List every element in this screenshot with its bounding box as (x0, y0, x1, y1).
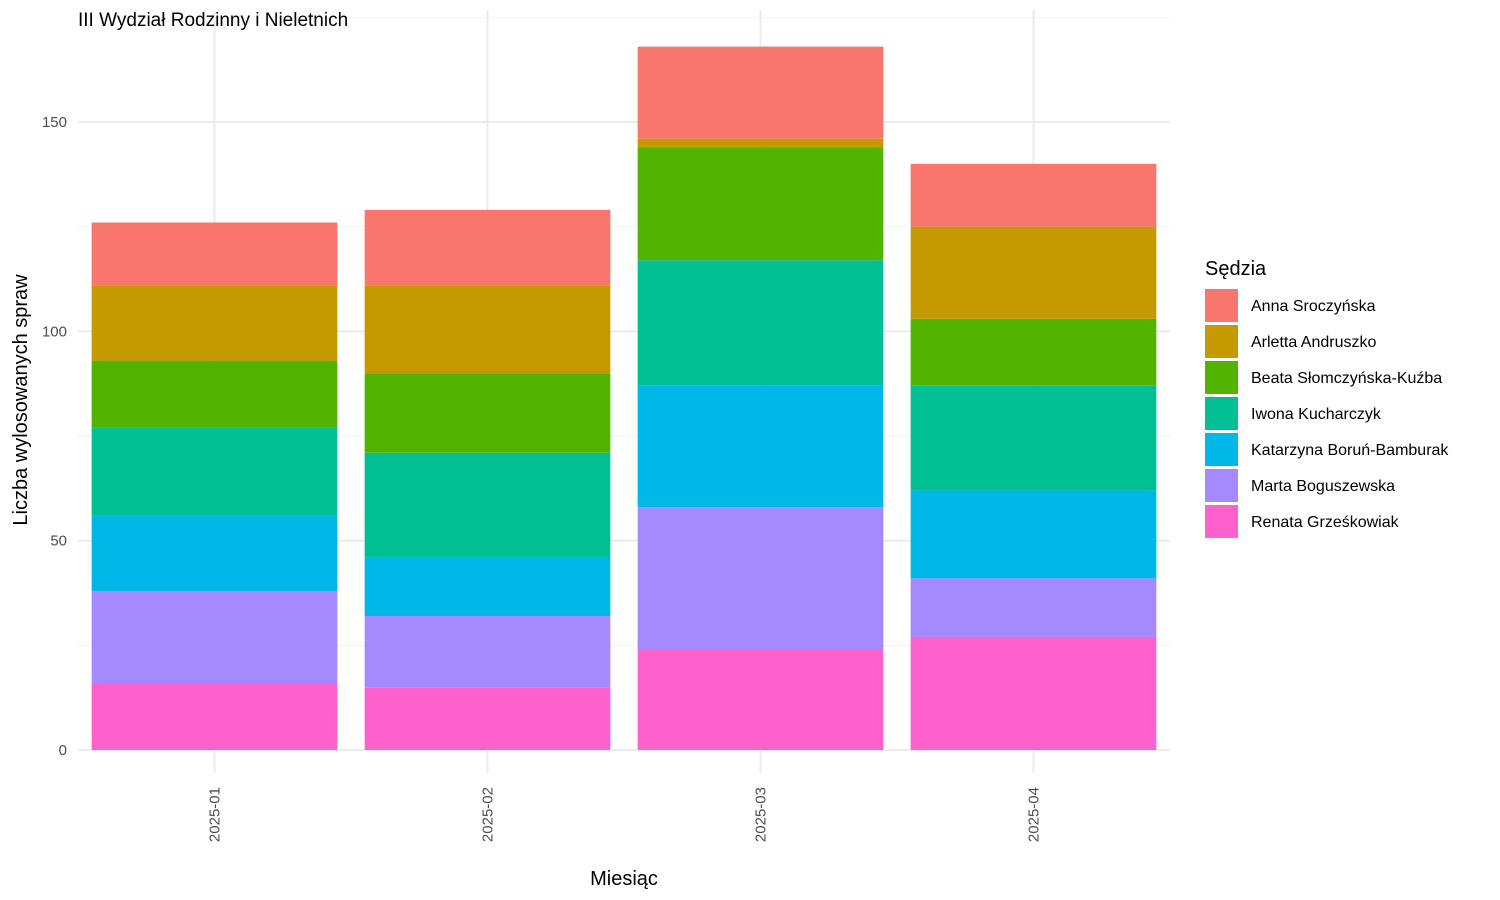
legend-swatch (1205, 325, 1238, 358)
chart-title: III Wydział Rodzinny i Nieletnich (78, 10, 348, 31)
bar-segment (910, 490, 1157, 579)
bar-segment (910, 226, 1157, 319)
bar-segment (91, 360, 338, 428)
legend-swatch (1205, 361, 1238, 394)
y-axis-title: Liczba wylosowanych spraw (10, 274, 32, 526)
legend-label: Katarzyna Boruń-Bamburak (1251, 442, 1449, 459)
x-tick-label: 2025-01 (207, 787, 224, 842)
bar-segment (91, 515, 338, 591)
bar-segment (91, 590, 338, 684)
legend-swatch (1205, 289, 1238, 322)
legend-swatch (1205, 397, 1238, 430)
bar-segment (910, 385, 1157, 491)
bar-segment (910, 318, 1157, 386)
bar-segment (910, 578, 1157, 637)
bars (91, 46, 1157, 750)
bar-segment (637, 138, 884, 148)
bar-segment (637, 385, 884, 508)
bar-segment (364, 557, 611, 617)
legend-swatch (1205, 505, 1238, 538)
legend-label: Iwona Kucharczyk (1251, 406, 1382, 423)
bar-segment (637, 46, 884, 139)
bar-segment (91, 285, 338, 361)
bar-segment (910, 163, 1157, 227)
legend-swatch (1205, 469, 1238, 502)
bar-segment (364, 452, 611, 558)
legend-label: Beata Słomczyńska-Kuźba (1251, 370, 1442, 387)
bar-segment (364, 373, 611, 453)
bar-segment (364, 209, 611, 286)
bar-segment (637, 147, 884, 261)
legend-title: Sędzia (1205, 258, 1267, 280)
legend-label: Marta Boguszewska (1251, 478, 1395, 495)
bar-segment (91, 222, 338, 286)
y-tick-label: 0 (59, 742, 67, 759)
bar-segment (91, 683, 338, 750)
legend-label: Anna Sroczyńska (1251, 298, 1376, 315)
legend: Sędzia Anna Sroczyńska Arletta Andruszko B… (1205, 258, 1449, 538)
y-tick-label: 150 (42, 114, 67, 131)
bar-segment (364, 687, 611, 750)
y-tick-label: 100 (42, 323, 67, 340)
bar-segment (91, 427, 338, 516)
legend-label: Arletta Andruszko (1251, 334, 1377, 351)
bar-segment (910, 636, 1157, 750)
legend-label: Renata Grześkowiak (1251, 514, 1400, 531)
y-tick-label: 50 (50, 533, 67, 550)
axes: 0 50 100 150 2025-01 2025-02 2025-03 2025-04 (42, 114, 1043, 842)
x-tick-label: 2025-03 (753, 787, 770, 842)
bar-segment (364, 285, 611, 374)
x-tick-label: 2025-02 (480, 787, 497, 842)
bar-segment (637, 649, 884, 750)
bar-segment (637, 260, 884, 386)
legend-swatch (1205, 433, 1238, 466)
bar-segment (637, 507, 884, 650)
x-axis-title: Miesiąc (590, 868, 658, 890)
bar-segment (364, 616, 611, 688)
x-tick-label: 2025-04 (1026, 787, 1043, 842)
